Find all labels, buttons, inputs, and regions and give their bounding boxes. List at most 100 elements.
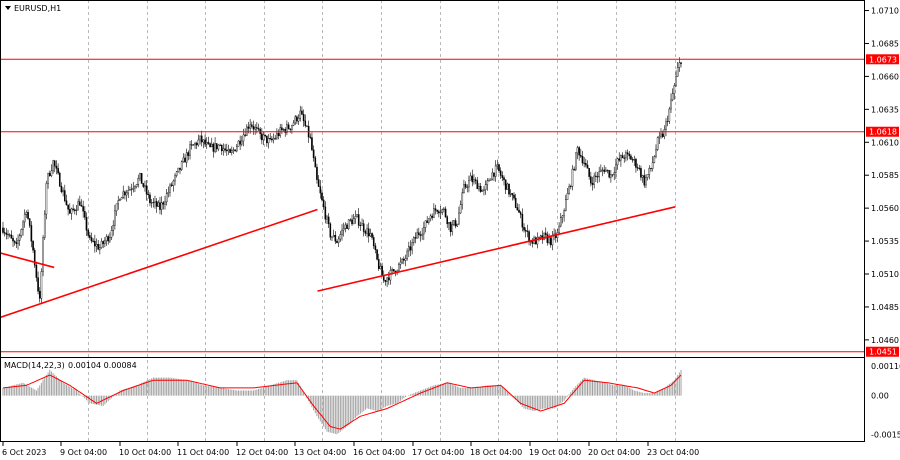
candle-body xyxy=(372,237,375,247)
candle-body xyxy=(332,234,335,237)
candle-body xyxy=(192,144,195,146)
candle-body xyxy=(371,233,373,238)
time-tick-label: 11 Oct 04:00 xyxy=(177,448,229,457)
candle-body xyxy=(105,236,108,242)
candle-body xyxy=(464,184,467,188)
candle-body xyxy=(142,183,145,187)
candle-body xyxy=(384,280,387,282)
candle-body xyxy=(411,242,413,251)
candle-body xyxy=(476,180,479,190)
price-axis: 1.0710 1.0685 1.0660 1.0635 1.0610 1.0585 1.05… xyxy=(865,7,900,439)
candle-body xyxy=(22,221,24,230)
candle-body xyxy=(99,247,101,250)
candle-body xyxy=(321,192,323,201)
candle-body xyxy=(217,144,220,150)
candle-body xyxy=(504,179,507,190)
candle-body xyxy=(516,207,519,211)
candle-body xyxy=(79,201,81,206)
candle-body xyxy=(673,85,676,94)
candle-body xyxy=(322,199,325,208)
candle-body xyxy=(242,134,245,142)
candle-body xyxy=(65,200,68,206)
candle-body xyxy=(17,240,19,244)
candle-body xyxy=(401,258,403,263)
candle-body xyxy=(170,184,173,186)
candle-body xyxy=(436,210,439,212)
candle-body xyxy=(509,193,512,195)
candle-body xyxy=(311,137,313,151)
candle-body xyxy=(603,169,605,172)
candle-body xyxy=(635,159,637,168)
candle-body xyxy=(339,234,342,240)
title-bar: EURUSD,H1 xyxy=(5,4,61,13)
candle-body xyxy=(190,144,193,146)
candle-body xyxy=(235,146,238,152)
candle-body xyxy=(344,224,347,229)
time-tick-label: 12 Oct 04:00 xyxy=(236,448,288,457)
candle-body xyxy=(309,136,312,138)
candle-body xyxy=(225,149,228,152)
candle-body xyxy=(269,138,272,140)
candle-body xyxy=(272,138,275,141)
candle-body xyxy=(678,62,681,68)
candle-body xyxy=(219,144,221,146)
candle-body xyxy=(202,139,205,143)
candle-body xyxy=(266,135,268,144)
candle-body xyxy=(329,223,332,238)
time-axis: 6 Oct 2023 9 Oct 04:00 10 Oct 04:00 11 Oct … xyxy=(2,442,699,457)
candle-body xyxy=(135,184,138,187)
candle-body xyxy=(70,208,73,214)
candle-body xyxy=(494,165,497,177)
macd-tick-label: -0.0015 xyxy=(871,430,900,439)
price-tick-label: 1.0460 xyxy=(871,336,899,345)
candle-body xyxy=(623,157,626,159)
candle-body xyxy=(304,120,307,126)
candle-body xyxy=(434,208,437,211)
candle-body xyxy=(8,234,11,236)
candle-body xyxy=(392,269,395,272)
triangle-down-icon[interactable] xyxy=(5,6,11,10)
candle-body xyxy=(479,186,482,192)
candle-body xyxy=(195,143,198,146)
candle-body xyxy=(615,164,617,173)
candle-body xyxy=(129,189,131,191)
candle-body xyxy=(538,236,540,238)
candle-body xyxy=(581,156,584,164)
candle-body xyxy=(640,168,642,178)
candle-body xyxy=(474,179,477,181)
candle-body xyxy=(379,265,382,269)
candle-body xyxy=(501,175,504,178)
candle-body xyxy=(453,220,455,225)
candle-body xyxy=(297,118,300,122)
candle-body xyxy=(429,215,432,220)
candle-body xyxy=(239,140,241,145)
time-tick-label: 17 Oct 04:00 xyxy=(412,448,464,457)
candle-body xyxy=(575,152,577,170)
candle-body xyxy=(421,233,423,236)
candle-body xyxy=(626,152,629,155)
candle-body xyxy=(356,214,358,217)
macd-title: MACD(14,22,3) 0.00104 0.00084 xyxy=(4,361,137,370)
candle-body xyxy=(483,189,485,191)
candle-body xyxy=(130,188,133,190)
candle-body xyxy=(234,149,236,152)
candles xyxy=(2,57,682,303)
candle-body xyxy=(112,225,115,231)
candle-body xyxy=(347,219,350,229)
candle-body xyxy=(519,212,522,215)
candle-body xyxy=(262,134,265,141)
level-label: 1.0618 xyxy=(869,128,897,137)
candle-body xyxy=(346,224,348,229)
price-tick-label: 1.0660 xyxy=(871,72,899,81)
candle-body xyxy=(20,229,23,236)
chart-title: EURUSD,H1 xyxy=(14,4,61,13)
candle-body xyxy=(563,210,565,217)
grid-lines xyxy=(88,0,676,442)
candle-body xyxy=(514,197,517,208)
candle-body xyxy=(10,234,13,239)
trend-line xyxy=(0,252,55,269)
candle-body xyxy=(648,167,651,175)
candle-body xyxy=(544,232,547,235)
candle-body xyxy=(127,189,130,194)
